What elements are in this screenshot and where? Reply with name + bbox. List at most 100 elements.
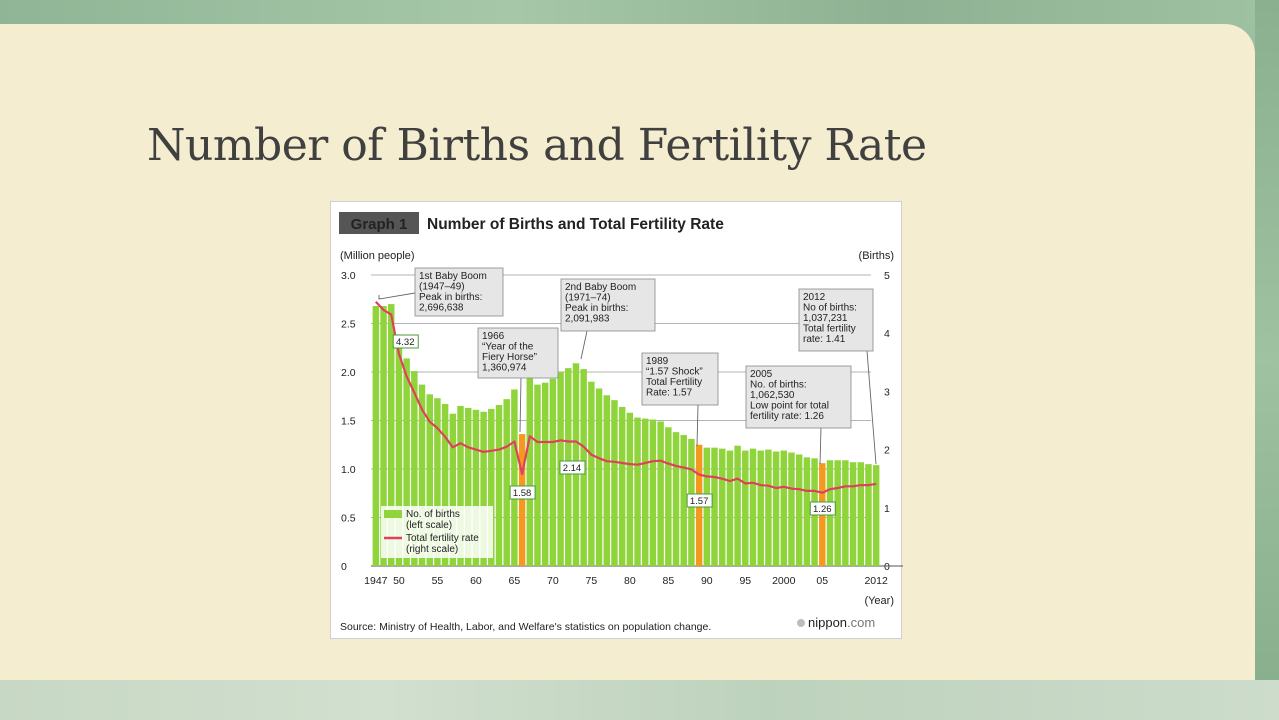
x-tick-label: 50 bbox=[393, 575, 405, 587]
brand-name: nippon.com bbox=[808, 615, 875, 630]
x-tick-label: 80 bbox=[624, 575, 636, 587]
x-tick-label: 70 bbox=[547, 575, 559, 587]
legend-births-line: (left scale) bbox=[406, 520, 452, 531]
callout-second-baby-boom-line: (1971–74) bbox=[565, 293, 611, 304]
birth-bar bbox=[480, 411, 487, 566]
callout-157-shock-line: Rate: 1.57 bbox=[646, 388, 693, 399]
right-tick-label: 4 bbox=[884, 328, 890, 340]
x-axis-unit: (Year) bbox=[864, 595, 894, 607]
birth-bar bbox=[418, 384, 426, 566]
left-tick-label: 0.5 bbox=[341, 513, 356, 525]
legend-rate-line: Total fertility rate bbox=[406, 533, 479, 544]
background-top-strip bbox=[0, 0, 1279, 24]
birth-bar bbox=[372, 306, 380, 566]
callout-second-baby-boom: 2nd Baby Boom(1971–74)Peak in births:2,0… bbox=[560, 278, 656, 360]
callout-2005-line: Low point for total bbox=[750, 401, 829, 412]
birth-bar bbox=[449, 413, 457, 566]
left-tick-label: 2.0 bbox=[341, 367, 356, 379]
birth-bar bbox=[611, 400, 618, 566]
birth-bar bbox=[534, 384, 541, 566]
birth-bar bbox=[757, 450, 764, 566]
callout-second-baby-boom-box bbox=[560, 278, 656, 332]
birth-bar bbox=[795, 454, 803, 566]
value-tag: 4.32 bbox=[392, 334, 419, 349]
callout-first-baby-boom-line: (1947–49) bbox=[419, 282, 465, 293]
birth-bar bbox=[872, 465, 880, 566]
callout-first-baby-boom-line: 1st Baby Boom bbox=[419, 271, 487, 282]
birth-bar bbox=[526, 377, 534, 566]
value-tag: 1.26 bbox=[809, 501, 836, 516]
callout-2005-line: fertility rate: 1.26 bbox=[750, 411, 824, 422]
birth-bar bbox=[788, 452, 795, 566]
birth-bar bbox=[549, 378, 557, 566]
callout-2012-box bbox=[798, 288, 874, 352]
birth-bar bbox=[742, 450, 749, 566]
brand-name-main: nippon bbox=[808, 615, 847, 630]
figure-heading: Number of Births and Total Fertility Rat… bbox=[427, 216, 724, 233]
legend-births-swatch bbox=[384, 510, 402, 518]
right-axis-unit: (Births) bbox=[859, 250, 894, 262]
value-tag: 1.58 bbox=[509, 485, 536, 500]
callout-second-baby-boom-line: 2,091,983 bbox=[565, 314, 610, 325]
birth-bar bbox=[749, 448, 757, 566]
graph-badge-label: Graph 1 bbox=[351, 216, 408, 233]
birth-bar bbox=[711, 447, 718, 566]
callout-first-baby-boom-line: 2,696,638 bbox=[419, 303, 464, 314]
x-tick-label: 2012 bbox=[864, 575, 888, 587]
callout-fiery-horse-line: 1,360,974 bbox=[482, 363, 527, 374]
birth-bar bbox=[503, 399, 510, 566]
callout-fiery-horse-line: Fiery Horse” bbox=[482, 352, 537, 363]
birth-bar bbox=[649, 419, 657, 566]
right-tick-label: 1 bbox=[884, 503, 890, 515]
birth-bar bbox=[541, 382, 549, 566]
callout-2012-line: rate: 1.41 bbox=[803, 334, 846, 345]
value-tag-box bbox=[809, 501, 836, 516]
left-tick-label: 0 bbox=[341, 561, 347, 573]
callout-2012-pointer bbox=[866, 350, 877, 465]
callout-second-baby-boom-line: Peak in births: bbox=[565, 303, 628, 314]
birth-bar bbox=[511, 389, 518, 566]
value-tag-label: 1.26 bbox=[813, 504, 832, 515]
fertility-rate-line bbox=[375, 301, 877, 494]
callout-2005-line: 1,062,530 bbox=[750, 390, 795, 401]
birth-bar bbox=[680, 435, 687, 566]
birth-bar bbox=[488, 408, 495, 566]
x-tick-label: 90 bbox=[701, 575, 713, 587]
birth-bar bbox=[411, 371, 418, 566]
birth-bar bbox=[434, 398, 441, 566]
callout-2005-line: No. of births: bbox=[750, 380, 807, 391]
callout-2005-pointer bbox=[819, 427, 822, 465]
birth-bar bbox=[726, 450, 734, 566]
birth-bar bbox=[672, 432, 680, 566]
chart-svg: Graph 1 Number of Births and Total Fertil… bbox=[339, 212, 903, 633]
background-bottom-strip bbox=[0, 680, 1279, 720]
birth-bar bbox=[603, 395, 610, 566]
birth-bar bbox=[865, 464, 872, 566]
x-tick-label: 85 bbox=[662, 575, 674, 587]
birth-bar bbox=[772, 451, 780, 566]
x-tick-label: 55 bbox=[432, 575, 444, 587]
birth-bar bbox=[665, 427, 672, 566]
value-tag-label: 1.57 bbox=[690, 496, 709, 507]
birth-bar bbox=[803, 457, 811, 566]
birth-bar bbox=[734, 445, 741, 566]
birth-bar bbox=[857, 462, 864, 566]
birth-bar bbox=[457, 405, 464, 566]
value-tag: 2.14 bbox=[559, 460, 586, 475]
x-tick-label: 75 bbox=[586, 575, 598, 587]
value-tag-label: 4.32 bbox=[396, 337, 415, 348]
callout-first-baby-boom-line: Peak in births: bbox=[419, 292, 482, 303]
left-tick-label: 3.0 bbox=[341, 270, 356, 282]
birth-bar bbox=[395, 339, 403, 566]
right-tick-label: 3 bbox=[884, 386, 890, 398]
value-tag-box bbox=[686, 493, 713, 508]
birth-bar bbox=[634, 417, 641, 566]
birth-bar bbox=[464, 407, 472, 566]
callout-second-baby-boom-line: 2nd Baby Boom bbox=[565, 282, 636, 293]
brand-dot-icon bbox=[797, 619, 805, 627]
graph-badge bbox=[339, 212, 419, 234]
birth-bar bbox=[403, 358, 410, 566]
